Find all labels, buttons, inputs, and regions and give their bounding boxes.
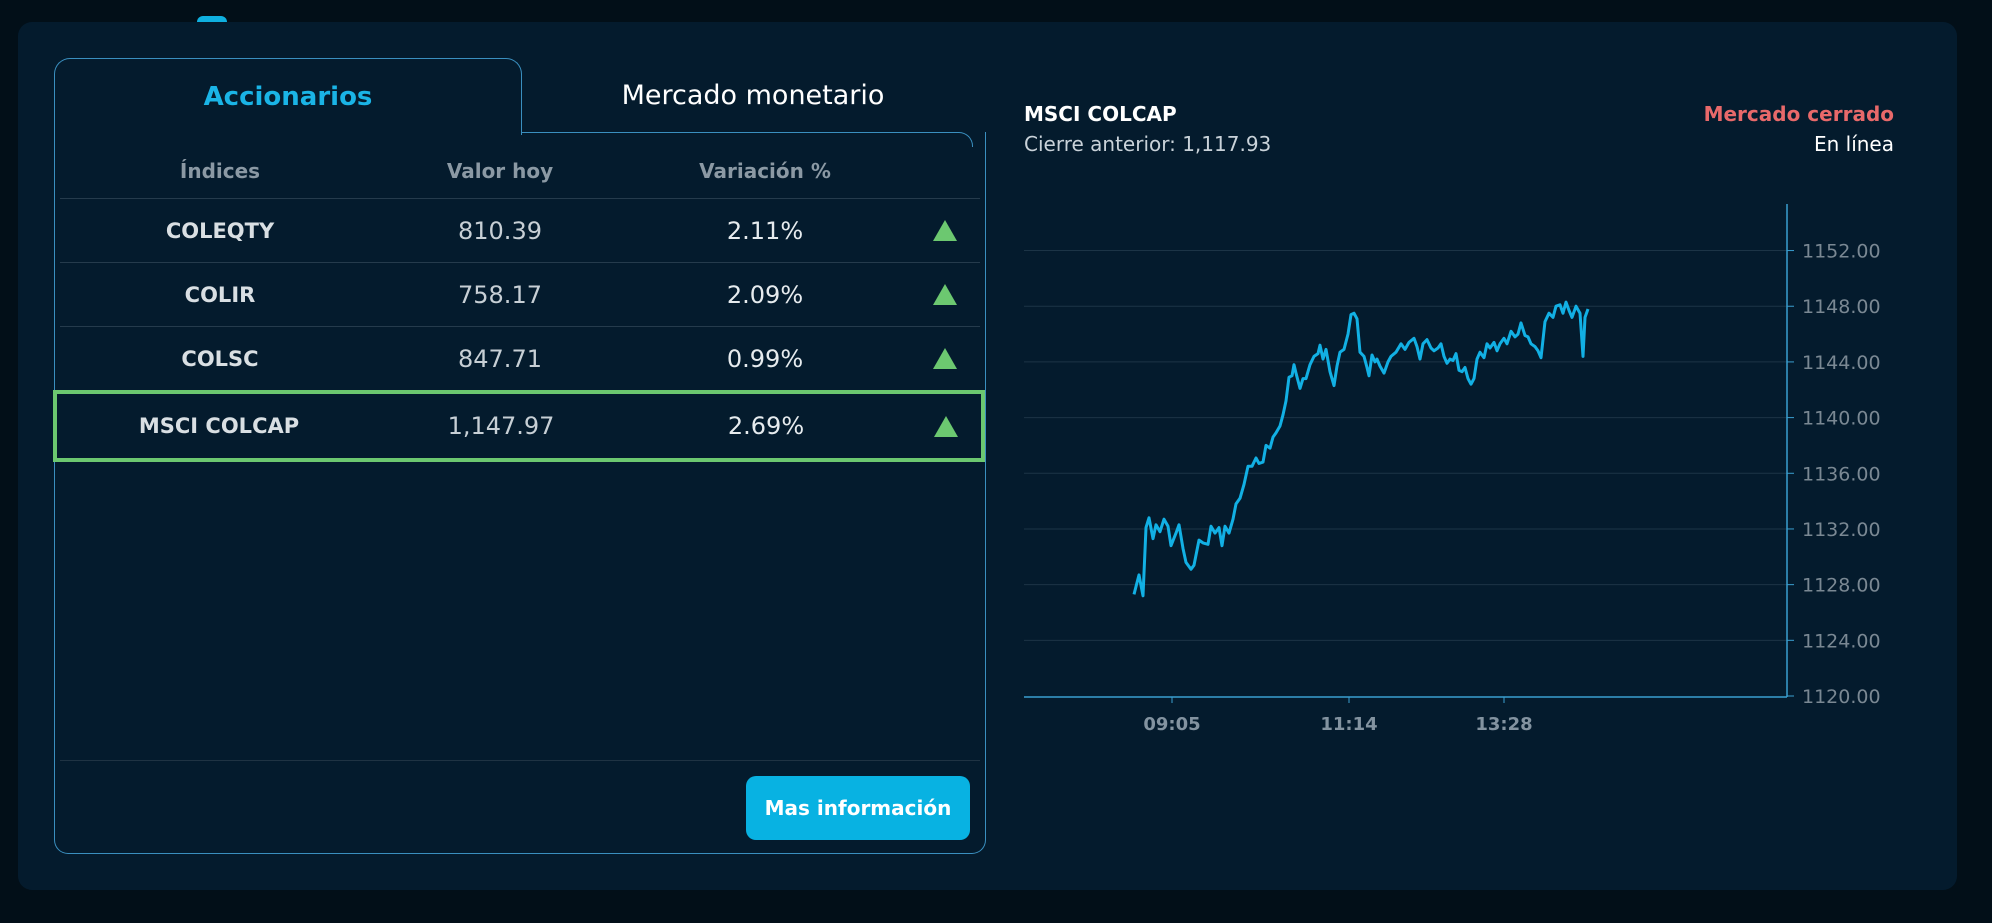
index-value: 1,147.97 (447, 412, 555, 440)
index-value: 847.71 (458, 344, 542, 373)
svg-text:1152.00: 1152.00 (1802, 241, 1881, 263)
svg-text:1124.00: 1124.00 (1802, 630, 1881, 652)
up-triangle-icon (933, 284, 957, 305)
index-variation: 2.11% (726, 216, 804, 245)
table-row-selected[interactable]: MSCI COLCAP 1,147.97 2.69% (53, 390, 985, 462)
table-row[interactable]: COLEQTY 810.39 2.11% (60, 199, 980, 263)
top-indicator (197, 16, 227, 24)
index-name: COLSC (181, 346, 259, 371)
footer-divider (60, 760, 980, 761)
svg-text:1140.00: 1140.00 (1802, 408, 1881, 430)
tab-accionarios[interactable]: Accionarios (54, 58, 522, 135)
svg-text:1144.00: 1144.00 (1802, 352, 1881, 374)
index-variation: 2.09% (726, 280, 804, 309)
index-name: COLIR (184, 282, 256, 307)
svg-text:1132.00: 1132.00 (1802, 519, 1881, 541)
index-value: 810.39 (458, 216, 542, 245)
tab-mercado-monetario[interactable]: Mercado monetario (621, 79, 885, 111)
y-axis: 1152.00 1148.00 1144.00 1140.00 1136.00 1132.… (1786, 204, 1881, 708)
table-header: Índices Valor hoy Variación % (60, 144, 980, 199)
svg-text:1128.00: 1128.00 (1802, 575, 1881, 597)
header-valor-hoy: Valor hoy (446, 159, 554, 183)
index-name: MSCI COLCAP (138, 414, 300, 438)
market-status: Mercado cerrado (1703, 102, 1894, 126)
header-variacion: Variación % (699, 159, 831, 183)
svg-text:1120.00: 1120.00 (1802, 686, 1881, 708)
index-variation: 2.69% (727, 412, 805, 440)
index-name: COLEQTY (165, 218, 275, 243)
index-variation: 0.99% (726, 344, 804, 373)
more-info-button[interactable]: Mas información (746, 776, 970, 840)
svg-text:1136.00: 1136.00 (1802, 463, 1881, 485)
panel-body (54, 132, 986, 854)
header-indices: Índices (179, 159, 261, 183)
price-line (1132, 300, 1590, 598)
up-triangle-icon (933, 348, 957, 369)
indices-panel: Accionarios Mercado monetario Índices Va… (53, 58, 986, 854)
chart-grid (1024, 250, 1787, 641)
up-triangle-icon (933, 220, 957, 241)
svg-text:09:05: 09:05 (1143, 714, 1200, 735)
svg-text:1148.00: 1148.00 (1802, 296, 1881, 318)
x-axis: 09:05 11:14 13:28 (1024, 696, 1787, 735)
svg-text:11:14: 11:14 (1320, 714, 1377, 735)
index-value: 758.17 (458, 280, 542, 309)
connection-status: En línea (1813, 132, 1894, 156)
svg-text:13:28: 13:28 (1475, 714, 1532, 735)
chart-title: MSCI COLCAP (1024, 102, 1177, 126)
up-triangle-icon (934, 415, 958, 437)
previous-close: Cierre anterior: 1,117.93 (1024, 132, 1272, 156)
table-row[interactable]: COLIR 758.17 2.09% (60, 263, 980, 327)
market-card (18, 22, 1957, 890)
